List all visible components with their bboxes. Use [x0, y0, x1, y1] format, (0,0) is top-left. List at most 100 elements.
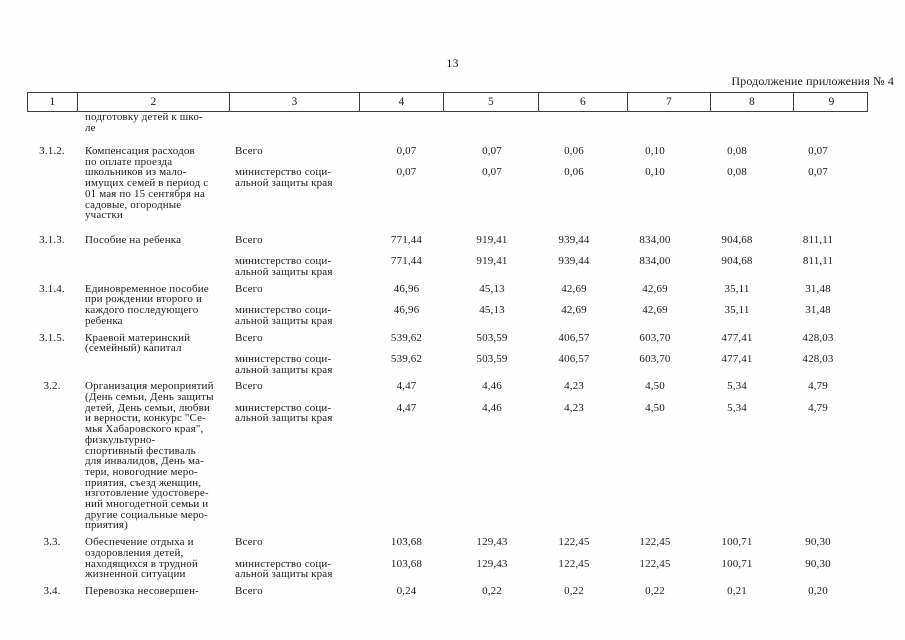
ministry-value: 919,41 [476, 255, 508, 268]
value-cell: 4,79 4,79 [778, 381, 858, 531]
ministry-value: 45,13 [479, 304, 505, 317]
total-value: 31,48 [805, 282, 831, 295]
value-cell: 834,00 834,00 [614, 235, 696, 278]
row-source-cell: Всего министерство соци- альной защиты к… [233, 235, 363, 278]
total-value: 90,30 [805, 536, 831, 549]
value-cell: 46,96 46,96 [363, 282, 450, 327]
total-label: Всего [235, 233, 263, 246]
column-number-cell: 5 [444, 93, 539, 111]
value-cell: 428,03 428,03 [778, 331, 858, 376]
ministry-label: министерство соци- альной защиты края [235, 166, 333, 190]
row-name: Компенсация расходов по оплате проезда ш… [85, 145, 209, 222]
total-value: 46,96 [393, 282, 420, 295]
value-cell: 5,34 5,34 [696, 381, 778, 531]
total-value: 45,13 [479, 282, 505, 295]
total-value: 539,62 [390, 331, 423, 344]
table-column-number-row: 1 2 3 4 5 6 7 8 9 [27, 92, 868, 112]
total-value: 0,22 [645, 584, 665, 597]
ministry-value: 0,07 [482, 166, 502, 179]
table-row: 3.3. Обеспечение отдыха и оздоровления д… [27, 537, 861, 580]
total-value: 904,68 [721, 233, 753, 246]
total-label: Всего [235, 380, 263, 393]
value-cell: 0,06 0,06 [534, 146, 614, 221]
row-name: Обеспечение отдыха и оздоровления детей,… [85, 536, 198, 581]
ministry-value: 90,30 [805, 557, 831, 570]
total-value: 0,22 [482, 584, 502, 597]
value-cell: 904,68 904,68 [696, 235, 778, 278]
column-number-cell: 3 [230, 93, 360, 111]
ministry-value: 129,43 [476, 557, 508, 570]
total-value: 122,45 [558, 536, 590, 549]
row-number: 3.1.4. [39, 282, 65, 295]
value-cell: 90,30 90,30 [778, 537, 858, 580]
total-value: 0,07 [808, 145, 828, 157]
total-value: 5,34 [727, 380, 747, 393]
total-value: 771,44 [390, 233, 423, 246]
total-label: Всего [235, 331, 263, 344]
row-source-cell: Всего министерство соци- альной защиты к… [233, 537, 363, 580]
value-cell: 0,22 [450, 586, 534, 597]
total-value: 0,22 [564, 584, 584, 597]
value-cell: 0,07 0,07 [363, 146, 450, 221]
value-cell: 0,08 0,08 [696, 146, 778, 221]
total-label: Всего [235, 536, 263, 549]
value-cell: 0,21 [696, 586, 778, 597]
row-name: Единовременное пособие при рождении втор… [85, 282, 209, 327]
total-value: 919,41 [476, 233, 508, 246]
ministry-value: 122,45 [558, 557, 590, 570]
total-value: 428,03 [802, 331, 834, 344]
column-number-cell: 2 [78, 93, 230, 111]
ministry-value: 939,44 [558, 255, 590, 268]
total-value: 406,57 [558, 331, 590, 344]
ministry-value: 428,03 [802, 352, 834, 365]
value-cell: 0,20 [778, 586, 858, 597]
ministry-value: 4,50 [645, 401, 665, 414]
total-value: 4,79 [808, 380, 828, 393]
ministry-value: 4,79 [808, 401, 828, 414]
value-cell: 100,71 100,71 [696, 537, 778, 580]
total-value: 477,41 [721, 331, 753, 344]
total-label: Всего [235, 282, 263, 295]
ministry-value: 834,00 [639, 255, 671, 268]
carryover-text: подготовку детей к шко- ле [85, 111, 203, 134]
value-cell: 4,50 4,50 [614, 381, 696, 531]
total-value: 0,24 [396, 584, 417, 597]
total-value: 939,44 [558, 233, 590, 246]
value-cell: 35,11 35,11 [696, 282, 778, 327]
ministry-value: 811,11 [802, 255, 834, 268]
value-cell: 406,57 406,57 [534, 331, 614, 376]
row-number: 3.4. [43, 584, 61, 597]
total-value: 35,11 [724, 282, 750, 295]
total-value: 4,23 [564, 380, 584, 393]
row-source-cell: Всего министерство соци- альной защиты к… [233, 381, 363, 531]
total-value: 103,68 [390, 536, 423, 549]
value-cell: 477,41 477,41 [696, 331, 778, 376]
total-value: 503,59 [476, 331, 508, 344]
value-cell: 4,23 4,23 [534, 381, 614, 531]
column-number-cell: 6 [539, 93, 628, 111]
total-value: 100,71 [721, 536, 753, 549]
appendix-continuation-note: Продолжение приложения № 4 [731, 74, 894, 88]
value-cell: 122,45 122,45 [534, 537, 614, 580]
row-name: Пособие на ребенка [85, 233, 182, 246]
row-name: Краевой материнский (семейный) капитал [85, 331, 191, 355]
ministry-value: 0,06 [564, 166, 584, 179]
value-cell: 0,10 0,10 [614, 146, 696, 221]
ministry-value: 4,47 [396, 401, 417, 414]
value-cell: 129,43 129,43 [450, 537, 534, 580]
ministry-label: министерство соци- альной защиты края [235, 401, 333, 425]
total-value: 42,69 [642, 282, 668, 295]
total-value: 0,07 [482, 145, 502, 157]
value-cell: 539,62 539,62 [363, 331, 450, 376]
ministry-value: 31,48 [805, 304, 831, 317]
ministry-label: министерство соци- альной защиты края [235, 255, 333, 279]
row-source-cell: Всего министерство соци- альной защиты к… [233, 282, 363, 327]
total-value: 811,11 [802, 233, 834, 246]
value-cell: 42,69 42,69 [614, 282, 696, 327]
value-cell: 0,22 [534, 586, 614, 597]
ministry-value: 100,71 [721, 557, 753, 570]
value-cell: 939,44 939,44 [534, 235, 614, 278]
ministry-value: 477,41 [721, 352, 753, 365]
row-number: 3.1.2. [39, 145, 65, 157]
ministry-value: 0,07 [396, 166, 417, 179]
